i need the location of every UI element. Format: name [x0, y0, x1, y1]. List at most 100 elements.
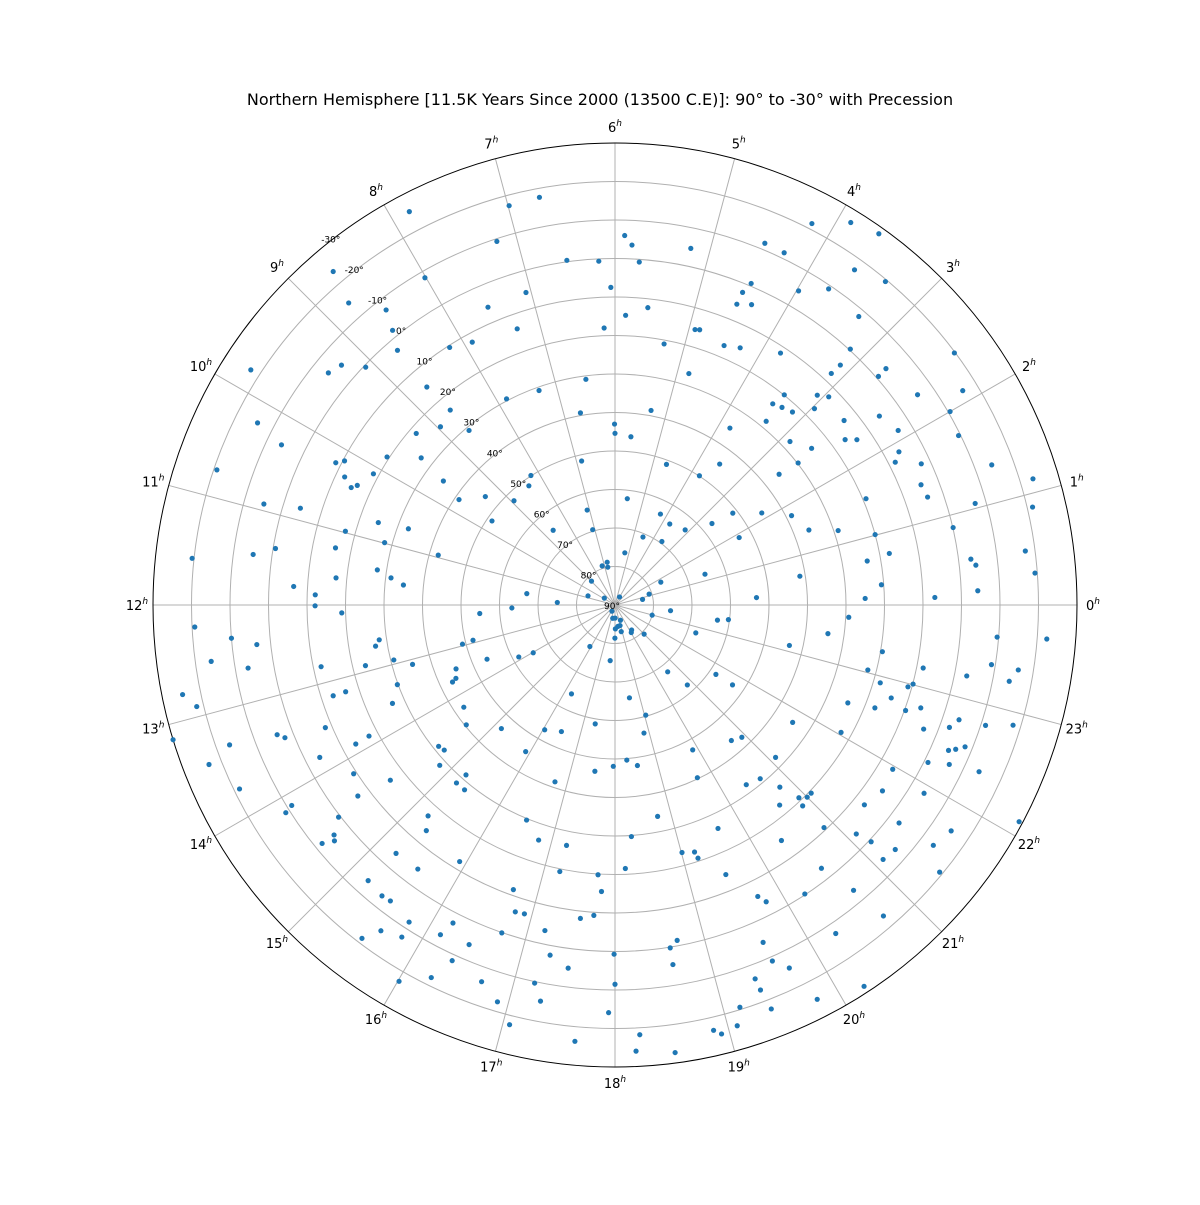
star-point — [727, 425, 733, 431]
star-point — [440, 478, 446, 484]
star-point — [639, 596, 646, 602]
star-point — [910, 681, 916, 687]
star-point — [206, 761, 212, 768]
star-point — [896, 820, 902, 826]
star-point — [821, 824, 827, 831]
star-point — [384, 454, 390, 460]
star-point — [709, 520, 715, 527]
star-point — [739, 734, 745, 740]
star-point — [588, 578, 595, 584]
star-point — [769, 958, 775, 964]
star-point — [768, 1006, 774, 1012]
star-point — [499, 930, 505, 936]
star-point — [878, 582, 885, 588]
star-point — [530, 650, 536, 656]
star-point — [937, 869, 943, 875]
declination-tick-label: -30° — [321, 236, 340, 246]
star-point — [779, 404, 785, 410]
star-point — [787, 438, 793, 445]
star-point — [330, 693, 336, 699]
star-point — [400, 582, 407, 588]
star-point — [226, 742, 233, 748]
hour-tick-label: 5h — [732, 135, 746, 152]
star-point — [399, 934, 405, 940]
star-point — [851, 267, 858, 273]
star-point — [918, 705, 924, 711]
star-point — [877, 680, 883, 686]
grid-spoke — [214, 604, 616, 837]
star-point — [278, 442, 285, 448]
star-point — [494, 238, 500, 245]
star-point — [962, 744, 968, 750]
star-point — [835, 527, 841, 534]
grid-spoke — [168, 604, 616, 726]
star-point — [717, 461, 723, 467]
hour-tick-label: 18h — [604, 1075, 627, 1092]
star-point — [375, 519, 381, 526]
star-point — [624, 496, 630, 502]
star-point — [879, 649, 885, 655]
star-point — [640, 534, 646, 540]
star-point — [554, 599, 560, 606]
star-point — [415, 866, 421, 872]
star-point — [550, 527, 556, 533]
star-point — [826, 286, 832, 292]
star-point — [850, 887, 857, 893]
star-point — [863, 496, 869, 502]
star-point — [622, 865, 628, 872]
star-point — [393, 850, 399, 856]
star-point — [932, 594, 938, 601]
declination-tick-label: 60° — [534, 510, 550, 520]
star-point — [973, 562, 979, 568]
star-point — [587, 643, 593, 650]
grid-spoke — [614, 604, 943, 933]
star-point — [896, 449, 902, 455]
star-point — [795, 288, 802, 294]
star-point — [606, 1010, 612, 1016]
star-point — [672, 1049, 678, 1056]
star-point — [667, 521, 673, 527]
star-point — [875, 373, 882, 379]
star-point — [710, 1027, 717, 1033]
star-point — [208, 658, 214, 664]
star-point — [880, 913, 887, 919]
star-point — [814, 392, 820, 398]
star-point — [772, 754, 779, 760]
star-point — [374, 567, 380, 573]
grid-spoke — [383, 204, 616, 606]
star-point — [918, 461, 924, 467]
star-point — [346, 300, 352, 306]
star-point — [847, 346, 853, 352]
hour-tick-label: 2h — [1022, 358, 1036, 375]
star-point — [523, 817, 530, 823]
star-point — [283, 810, 289, 816]
star-point — [359, 935, 365, 941]
star-point — [389, 700, 396, 706]
star-point — [449, 958, 455, 964]
star-point — [667, 608, 674, 614]
star-point — [623, 312, 629, 318]
star-point — [577, 915, 584, 922]
star-point — [951, 350, 957, 356]
star-point — [790, 719, 796, 725]
star-point — [291, 583, 297, 590]
star-point — [331, 838, 338, 844]
star-point — [755, 893, 761, 900]
star-point — [781, 392, 787, 398]
star-point — [332, 545, 339, 551]
star-point — [649, 612, 655, 618]
star-point — [595, 872, 601, 878]
star-point — [601, 595, 607, 601]
star-point — [763, 899, 769, 905]
star-point — [510, 887, 516, 893]
star-point — [695, 855, 701, 861]
star-point — [616, 594, 623, 600]
star-point — [736, 534, 742, 541]
hour-tick-label: 22h — [1018, 836, 1041, 853]
star-point — [833, 930, 839, 937]
star-point — [509, 605, 515, 611]
star-point — [854, 437, 860, 443]
star-point — [853, 831, 859, 837]
hour-tick-label: 9h — [270, 259, 284, 276]
star-point — [312, 592, 318, 598]
